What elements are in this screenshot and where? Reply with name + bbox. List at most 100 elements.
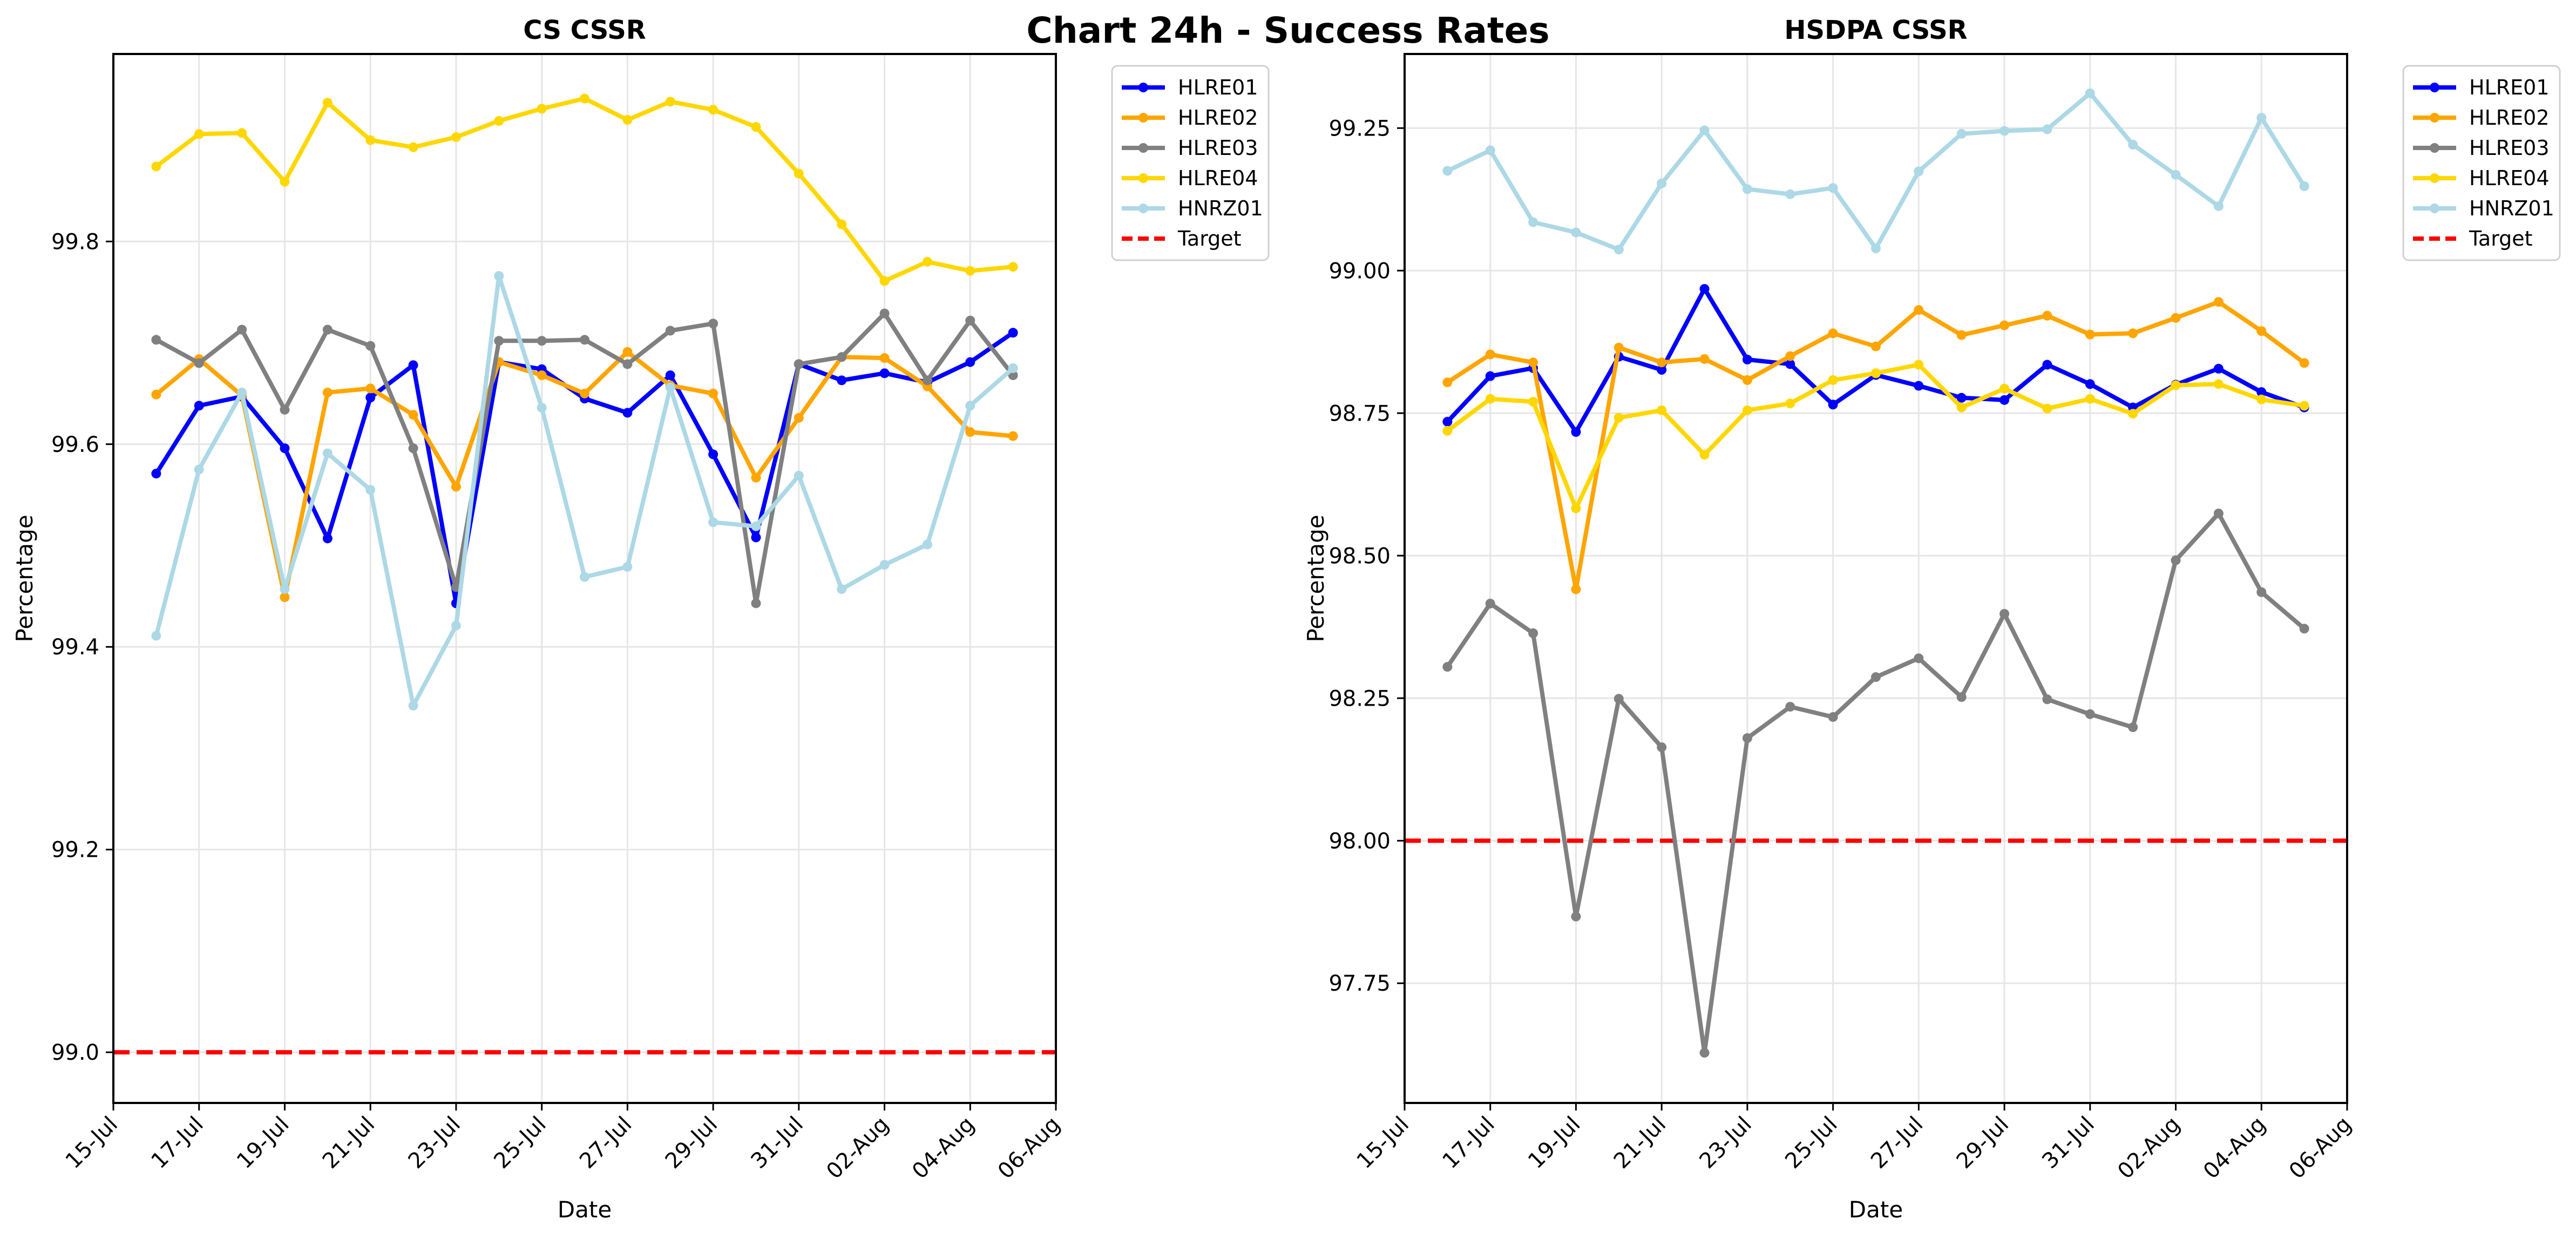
data-point bbox=[1785, 359, 1795, 369]
data-point bbox=[1571, 427, 1581, 437]
data-point bbox=[622, 359, 633, 369]
series-HLRE03 bbox=[151, 308, 1018, 608]
data-point bbox=[1008, 328, 1018, 338]
data-point bbox=[1614, 342, 1624, 353]
legend: HLRE01 HLRE02 HLRE03 HLRE04 HNRZ01 Target bbox=[1111, 65, 1270, 261]
x-tick-label: 23-Jul bbox=[404, 1112, 465, 1174]
y-tick-label: 98.75 bbox=[1328, 401, 1391, 426]
data-point bbox=[322, 448, 333, 458]
data-point bbox=[408, 410, 418, 420]
data-point bbox=[1528, 217, 1538, 227]
data-point bbox=[879, 353, 890, 363]
data-point bbox=[1999, 383, 2010, 394]
legend-label: HLRE02 bbox=[1178, 106, 1258, 130]
data-point bbox=[1442, 377, 1453, 388]
data-point bbox=[1785, 398, 1795, 409]
data-point bbox=[2299, 358, 2309, 368]
data-point bbox=[322, 533, 333, 544]
data-point bbox=[365, 485, 376, 495]
series-HNRZ01 bbox=[151, 271, 1018, 711]
x-tick-label: 25-Jul bbox=[1780, 1112, 1842, 1174]
data-point bbox=[1657, 365, 1667, 375]
data-point bbox=[151, 389, 161, 400]
data-point bbox=[322, 324, 333, 335]
data-point bbox=[1699, 284, 1710, 294]
data-point bbox=[237, 388, 247, 398]
data-point bbox=[2042, 403, 2052, 414]
data-point bbox=[794, 412, 804, 423]
legend-box bbox=[2402, 65, 2561, 261]
legend-item: HLRE02 bbox=[2413, 106, 2550, 130]
data-point bbox=[580, 388, 589, 398]
data-point bbox=[879, 276, 890, 286]
data-point bbox=[537, 370, 547, 381]
data-point bbox=[1657, 178, 1667, 188]
figure-title: Chart 24h - Success Rates bbox=[1026, 10, 1550, 51]
legend-item: Target bbox=[2413, 227, 2533, 250]
data-point bbox=[1528, 397, 1538, 407]
legend-marker bbox=[2430, 83, 2439, 92]
data-point bbox=[580, 572, 589, 582]
legend-label: HLRE03 bbox=[1178, 136, 1258, 160]
data-point bbox=[965, 315, 975, 326]
data-point bbox=[879, 308, 890, 319]
data-point bbox=[151, 469, 161, 479]
legend-box bbox=[1111, 65, 1270, 261]
x-tick-label: 19-Jul bbox=[232, 1112, 294, 1174]
x-tick-label: 06-Aug bbox=[993, 1112, 1065, 1184]
x-tick-label: 02-Aug bbox=[822, 1112, 893, 1184]
data-point bbox=[151, 631, 161, 641]
chart-panel-2: 97.75 98.00 98.25 98.50 98.75 99.00 99.25 15-Ju… bbox=[1303, 15, 2561, 1223]
data-point bbox=[2042, 310, 2052, 321]
legend-label: HLRE04 bbox=[2469, 166, 2550, 190]
legend-label: HLRE04 bbox=[1178, 166, 1258, 190]
data-point bbox=[2128, 139, 2138, 150]
chart-panel-1: 99.0 99.2 99.4 99.6 99.8 15-Jul 17-Jul 19-Jul 21… bbox=[11, 15, 1270, 1223]
legend-item: HLRE02 bbox=[1122, 106, 1258, 130]
data-point bbox=[708, 319, 718, 329]
x-tick-label: 19-Jul bbox=[1523, 1112, 1585, 1174]
data-point bbox=[1699, 354, 1710, 364]
x-tick-label: 27-Jul bbox=[1866, 1112, 1928, 1174]
data-point bbox=[408, 360, 418, 370]
data-point bbox=[237, 324, 247, 335]
data-point bbox=[837, 584, 847, 594]
data-point bbox=[194, 129, 204, 139]
legend-label: HLRE03 bbox=[2469, 136, 2550, 160]
legend-label: HLRE02 bbox=[2469, 106, 2550, 130]
data-point bbox=[365, 135, 376, 145]
data-point bbox=[1828, 712, 1838, 722]
axes-frame bbox=[112, 53, 1057, 1104]
data-point bbox=[1614, 245, 1624, 255]
data-point bbox=[622, 408, 633, 418]
x-tick-label: 04-Aug bbox=[907, 1112, 979, 1184]
data-point bbox=[1999, 395, 2010, 405]
data-point bbox=[922, 375, 932, 385]
data-point bbox=[494, 336, 504, 346]
x-tick-label: 21-Jul bbox=[318, 1112, 379, 1174]
data-point bbox=[751, 122, 761, 132]
legend-item: HNRZ01 bbox=[1122, 197, 1263, 220]
data-point bbox=[1914, 381, 1924, 391]
x-tick-label: 17-Jul bbox=[146, 1112, 208, 1174]
data-point bbox=[1742, 375, 1752, 385]
data-point bbox=[237, 128, 247, 138]
data-point bbox=[1699, 450, 1710, 460]
data-point bbox=[151, 161, 161, 172]
data-point bbox=[2213, 379, 2224, 389]
data-point bbox=[2213, 297, 2224, 307]
data-point bbox=[2256, 113, 2267, 123]
data-point bbox=[708, 517, 718, 527]
legend-item: HNRZ01 bbox=[2413, 197, 2554, 220]
data-point bbox=[1914, 360, 1924, 370]
data-point bbox=[965, 357, 975, 367]
data-point bbox=[2128, 722, 2138, 733]
legend-item: HLRE04 bbox=[2413, 166, 2550, 190]
y-tick-label: 99.25 bbox=[1328, 116, 1391, 141]
legend-label: HLRE01 bbox=[1178, 76, 1258, 99]
x-tick-label: 06-Aug bbox=[2284, 1112, 2356, 1184]
data-point bbox=[1785, 351, 1795, 361]
legend-marker bbox=[1138, 204, 1148, 213]
data-point bbox=[1485, 371, 1495, 381]
data-point bbox=[2042, 360, 2052, 370]
